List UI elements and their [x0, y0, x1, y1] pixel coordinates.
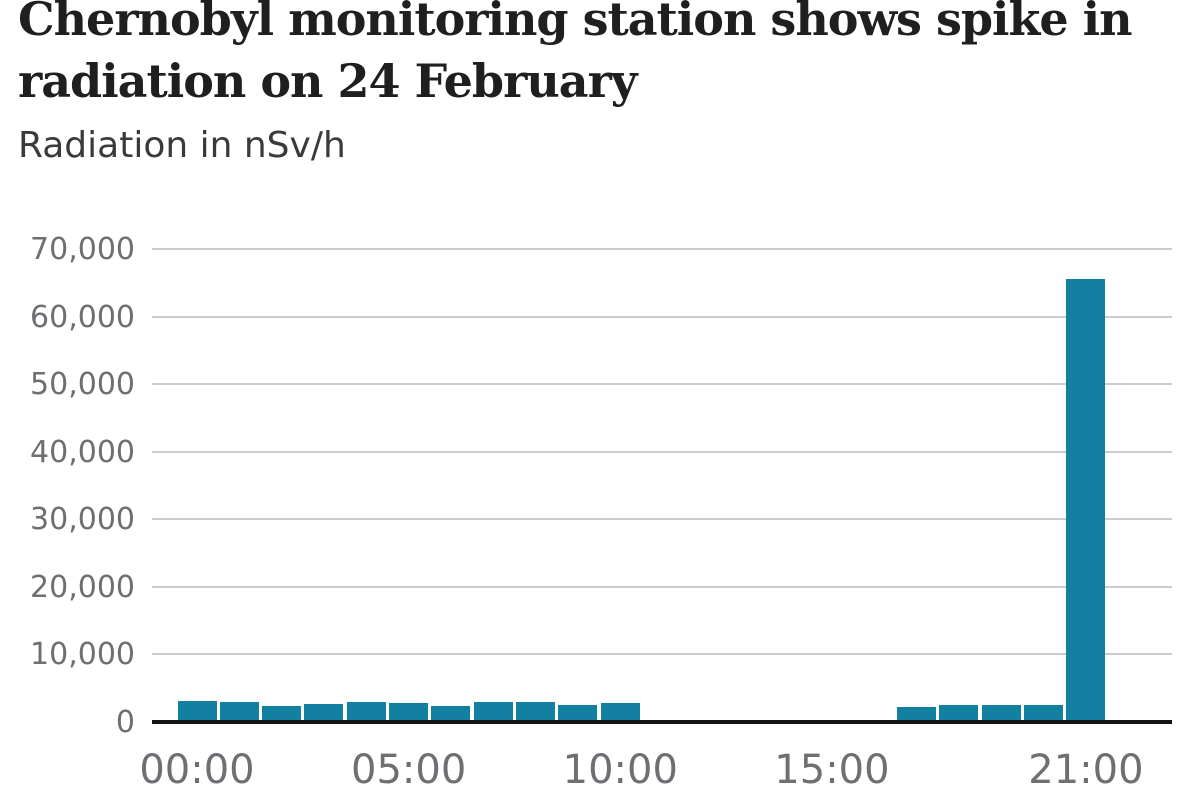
bar-hour-3: [304, 704, 344, 722]
y-axis-tick-label: 10,000: [30, 637, 135, 673]
x-axis-tick-label: 05:00: [351, 747, 467, 793]
bar-hour-9: [558, 705, 598, 722]
y-axis-tick-label: 60,000: [30, 299, 135, 335]
gridline: [152, 383, 1172, 386]
y-axis-tick-label: 20,000: [30, 569, 135, 605]
bar-hour-20: [1024, 705, 1064, 722]
bar-hour-8: [516, 702, 556, 722]
x-axis-tick-label: 10:00: [562, 747, 678, 793]
x-axis-tick-label: 00:00: [139, 747, 255, 793]
bar-hour-0: [177, 701, 217, 722]
chart-title: Chernobyl monitoring station shows spike…: [18, 0, 1133, 108]
y-axis-tick-label: 40,000: [30, 434, 135, 470]
gridline: [152, 315, 1172, 318]
bar-hour-5: [389, 703, 429, 722]
gridline: [152, 450, 1172, 453]
bar-hour-7: [473, 701, 513, 722]
gridline: [152, 585, 1172, 588]
y-axis-tick-label: 30,000: [30, 502, 135, 538]
bar-hour-2: [262, 706, 302, 722]
bar-hour-21: [1066, 279, 1106, 722]
chart-subtitle: Radiation in nSv/h: [18, 125, 346, 166]
bar-hour-4: [346, 702, 386, 722]
bar-hour-17: [897, 707, 937, 722]
bar-hour-1: [219, 702, 259, 722]
y-axis-tick-label: 50,000: [30, 367, 135, 403]
bar-hour-19: [981, 705, 1021, 722]
bar-hour-18: [939, 705, 979, 722]
x-axis-tick-label: 15:00: [774, 747, 890, 793]
x-axis-tick-label: 21:00: [1028, 747, 1144, 793]
bar-hour-6: [431, 705, 471, 722]
gridline: [152, 518, 1172, 521]
bar-chart-plot-area: [152, 248, 1172, 722]
x-axis-line: [152, 720, 1172, 724]
y-axis-tick-label: 70,000: [30, 232, 135, 267]
gridline: [152, 248, 1172, 250]
bar-hour-10: [600, 703, 640, 722]
y-axis-tick-label: 0: [115, 705, 135, 740]
gridline: [152, 653, 1172, 656]
